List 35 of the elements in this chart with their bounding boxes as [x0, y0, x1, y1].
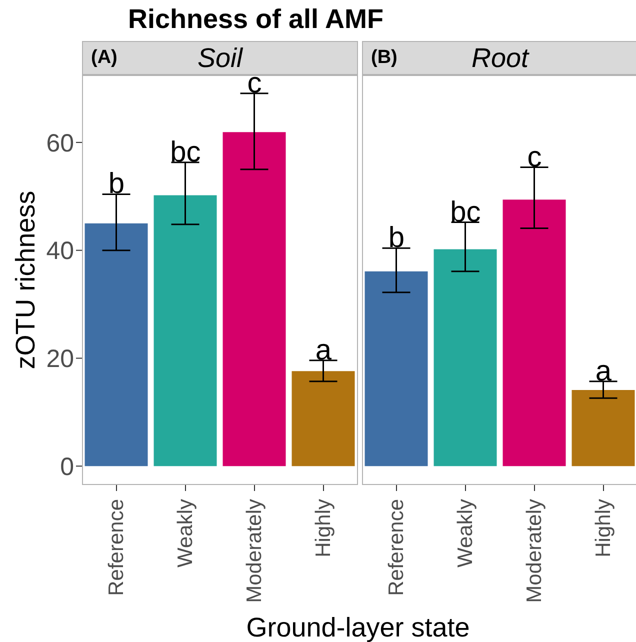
chart-subtitle: Soil	[197, 43, 243, 73]
x-tick-label: Moderately	[523, 498, 546, 603]
bar	[222, 132, 286, 466]
annotation: c	[527, 141, 542, 174]
x-tick-label: Weakly	[174, 498, 197, 568]
annotation: a	[315, 334, 332, 366]
x-tick-label: Highly	[592, 498, 615, 558]
y-tick-label: 40	[46, 237, 74, 266]
x-axis-title: Ground-layer state	[246, 612, 470, 642]
x-tick-label: Reference	[105, 499, 128, 596]
bar	[502, 200, 566, 466]
annotation: a	[595, 355, 612, 388]
x-tick-label: Moderately	[243, 498, 266, 603]
bar	[572, 390, 635, 466]
bar	[434, 249, 497, 466]
bar	[154, 195, 217, 466]
text: (B)	[371, 47, 398, 69]
chart-subtitle: Root	[471, 43, 529, 73]
y-tick-label: 20	[46, 345, 74, 374]
annotation: b	[388, 222, 405, 254]
annotation: bc	[450, 196, 481, 228]
y-axis-title: zOTU richness	[10, 190, 42, 370]
x-tick-label: Weakly	[454, 498, 477, 568]
bar	[84, 223, 148, 466]
x-tick-label: Highly	[312, 498, 335, 558]
text: (A)	[91, 47, 118, 69]
bar	[364, 271, 428, 466]
y-tick-label: 0	[60, 452, 74, 481]
annotation: b	[108, 168, 125, 200]
chart-title: Richness of all AMF	[128, 4, 384, 35]
y-tick-label: 60	[46, 129, 74, 158]
x-tick-label: Reference	[385, 499, 408, 596]
bar	[292, 371, 355, 466]
annotation: bc	[170, 136, 201, 168]
annotation: c	[247, 67, 262, 100]
